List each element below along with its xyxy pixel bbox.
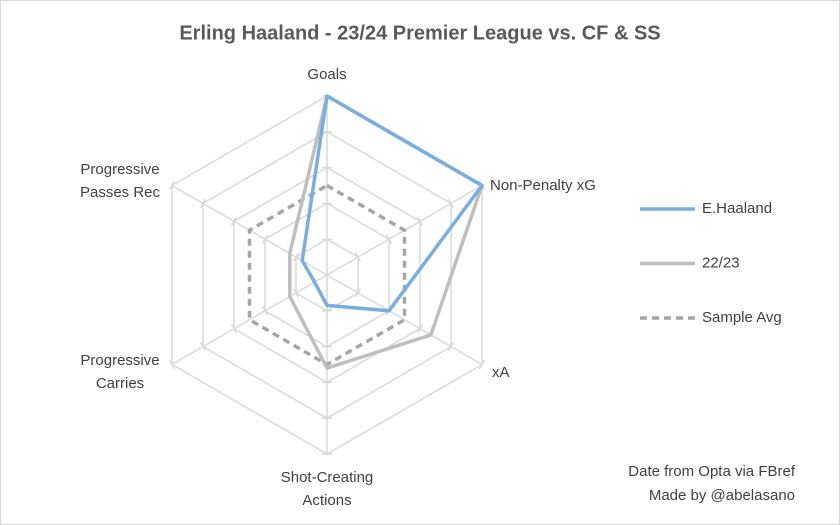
- tick-mark: [416, 216, 424, 227]
- axis-line: [326, 274, 483, 366]
- tick-mark: [230, 216, 238, 227]
- axis-label: Goals: [307, 65, 347, 83]
- tick-mark: [199, 198, 207, 209]
- tick-mark: [354, 288, 362, 298]
- axis-label: Shot-Creating Actions: [280, 469, 374, 509]
- tick-mark: [447, 198, 455, 209]
- tick-mark: [292, 252, 300, 262]
- axis-label: Progressive Passes Rec: [79, 161, 161, 201]
- tick-mark: [168, 359, 176, 370]
- tick-mark: [447, 341, 455, 352]
- note: Date from Opta via FBref: [628, 463, 796, 480]
- axis-label: Non-Penalty xG: [490, 176, 596, 194]
- tick-mark: [416, 323, 424, 334]
- tick-mark: [385, 234, 393, 244]
- tick-mark: [199, 341, 207, 352]
- tick-mark: [168, 180, 176, 191]
- legend-label: 22/23: [702, 254, 740, 271]
- tick-mark: [478, 359, 486, 370]
- tick-mark: [354, 252, 362, 262]
- legend-label: Sample Avg: [702, 309, 782, 326]
- axis-line: [171, 274, 328, 366]
- tick-mark: [230, 323, 238, 334]
- tick-mark: [261, 234, 269, 244]
- axis-label: Progressive Carries: [80, 352, 160, 392]
- note: Made by @abelasano: [649, 487, 795, 504]
- chart-title: Erling Haaland - 23/24 Premier League vs…: [179, 22, 660, 44]
- series-line: [300, 94, 484, 313]
- tick-mark: [261, 306, 269, 316]
- legend-label: E.Haaland: [702, 200, 772, 217]
- tick-mark: [292, 288, 300, 298]
- axis-label: xA: [492, 363, 510, 381]
